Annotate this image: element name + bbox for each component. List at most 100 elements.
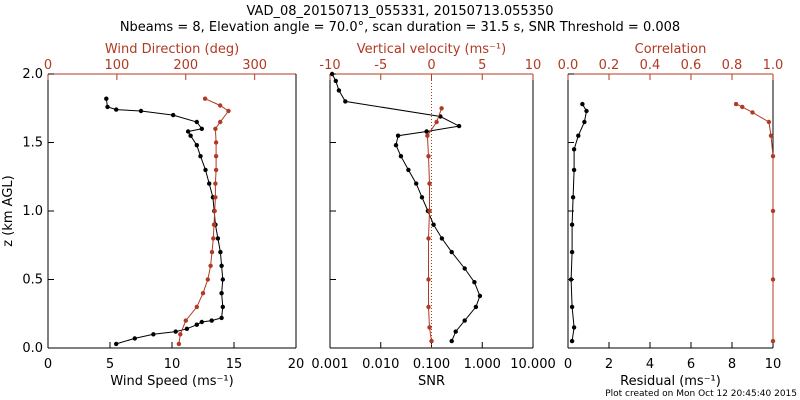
wind-wind-speed-point	[215, 236, 221, 241]
vertical-snr-point	[424, 129, 429, 134]
wind-wind-speed-point	[151, 332, 156, 337]
wind-wind-direction-point	[176, 341, 182, 347]
correlation-bottom-axis-title: Residual (ms⁻¹)	[620, 374, 721, 389]
wind-wind-speed-point	[104, 96, 109, 101]
vertical-vertical-velocity-point	[426, 236, 431, 241]
vertical-vertical-velocity-point	[426, 154, 431, 159]
correlation-top-tick-label: 0.2	[599, 58, 620, 73]
correlation-residual-point	[584, 108, 589, 114]
correlation-bottom-tick-label: 0	[564, 357, 572, 372]
correlation-top-tick-label: 0.4	[640, 58, 661, 73]
vertical-top-tick-label: 5	[478, 58, 486, 73]
vertical-vertical-velocity-point	[426, 277, 431, 282]
wind-wind-direction-point	[218, 119, 223, 125]
correlation-top-tick-label: 1.0	[763, 58, 784, 73]
correlation-residual-point	[571, 167, 577, 173]
vertical-snr-point	[419, 195, 425, 200]
wind-wind-direction-point	[213, 154, 219, 159]
wind-wind-speed-point	[203, 167, 208, 173]
vertical-vertical-velocity-point	[427, 208, 432, 214]
vertical-snr-point	[477, 293, 483, 299]
wind-wind-direction-point	[209, 249, 215, 255]
vertical-snr-point	[329, 71, 335, 77]
y-tick-label: 1.0	[22, 204, 43, 219]
wind-wind-speed-point	[207, 181, 212, 186]
wind-wind-direction-point	[194, 304, 199, 310]
correlation-residual-point	[576, 133, 581, 138]
correlation-top-tick-label: 0.0	[558, 58, 579, 73]
wind-wind-direction-point	[213, 167, 219, 173]
wind-wind-speed-line	[105, 98, 224, 345]
vertical-snr-point	[336, 88, 342, 93]
vertical-top-tick-label: 10	[525, 58, 542, 73]
wind-bottom-tick-label: 20	[288, 357, 305, 372]
correlation-bottom-tick-label: 8	[728, 357, 736, 372]
correlation-correlation-line	[735, 103, 774, 342]
wind-top-axis-title: Wind Direction (deg)	[105, 42, 239, 57]
correlation-residual-point	[570, 195, 576, 200]
correlation-residual-point	[580, 101, 585, 107]
correlation-bottom-tick-label: 6	[687, 357, 695, 372]
wind-wind-direction-point	[218, 103, 223, 108]
wind-top-tick-label: 0	[44, 58, 52, 73]
vertical-bottom-axis-title: SNR	[418, 374, 445, 389]
wind-wind-speed-point	[188, 133, 193, 138]
wind-wind-speed-point	[209, 318, 214, 323]
correlation-bottom-tick-label: 4	[646, 357, 654, 372]
wind-bottom-tick-label: 5	[106, 357, 114, 372]
wind-wind-direction-point	[183, 318, 188, 323]
wind-wind-speed-point	[138, 108, 144, 114]
wind-wind-speed-point	[194, 322, 199, 327]
correlation-bottom-tick-label: 10	[765, 357, 782, 372]
wind-wind-direction-point	[213, 181, 218, 186]
wind-wind-speed-point	[219, 315, 224, 321]
vertical-vertical-velocity-point	[439, 106, 444, 111]
vertical-snr-point	[462, 318, 467, 323]
wind-bottom-tick-label: 0	[44, 357, 52, 372]
wind-wind-speed-point	[114, 107, 119, 112]
vertical-snr-point	[414, 181, 419, 186]
wind-wind-speed-point	[219, 291, 224, 296]
wind-wind-speed-point	[194, 143, 199, 148]
vertical-snr-point	[431, 222, 436, 227]
wind-wind-direction-point	[212, 208, 217, 214]
vertical-top-tick-label: -5	[374, 58, 387, 73]
correlation-residual-point	[569, 249, 575, 255]
correlation-correlation-point	[750, 110, 755, 115]
vertical-snr-point	[406, 167, 411, 173]
correlation-top-axis-title: Correlation	[635, 42, 707, 57]
wind-wind-speed-point	[114, 341, 119, 347]
wind-wind-direction-point	[213, 126, 218, 131]
y-tick-label: 2.0	[22, 67, 43, 82]
wind-top-tick-label: 200	[173, 58, 198, 73]
vertical-snr-point	[395, 133, 401, 138]
wind-wind-speed-point	[218, 249, 223, 255]
correlation-correlation-point	[733, 101, 739, 107]
correlation-correlation-point	[768, 133, 774, 138]
vertical-snr-point	[449, 338, 454, 344]
wind-top-tick-label: 100	[104, 58, 129, 73]
vertical-snr-point	[439, 236, 445, 241]
wind-wind-direction-point	[208, 263, 213, 268]
wind-wind-speed-point	[199, 126, 204, 131]
vertical-bottom-tick-label: 0.010	[362, 357, 399, 372]
correlation-correlation-point	[770, 154, 776, 159]
correlation-correlation-point	[770, 277, 776, 282]
wind-wind-speed-point	[219, 263, 224, 268]
vertical-vertical-velocity-point	[426, 304, 431, 310]
wind-wind-direction-point	[211, 222, 217, 227]
correlation-top-tick-label: 0.8	[722, 58, 743, 73]
vertical-bottom-tick-label: 0.001	[311, 357, 348, 372]
correlation-residual-point	[569, 222, 575, 227]
vertical-snr-point	[449, 249, 454, 255]
wind-bottom-tick-label: 15	[226, 357, 243, 372]
vertical-snr-line	[331, 73, 481, 342]
correlation-residual-point	[582, 119, 587, 125]
vertical-vertical-velocity-point	[434, 119, 439, 125]
y-axis-title: z (km AGL)	[1, 175, 16, 246]
vertical-vertical-velocity-point	[427, 325, 432, 330]
vertical-top-tick-label: -10	[319, 58, 340, 73]
wind-wind-speed-point	[132, 336, 137, 341]
wind-wind-speed-point	[173, 329, 178, 334]
